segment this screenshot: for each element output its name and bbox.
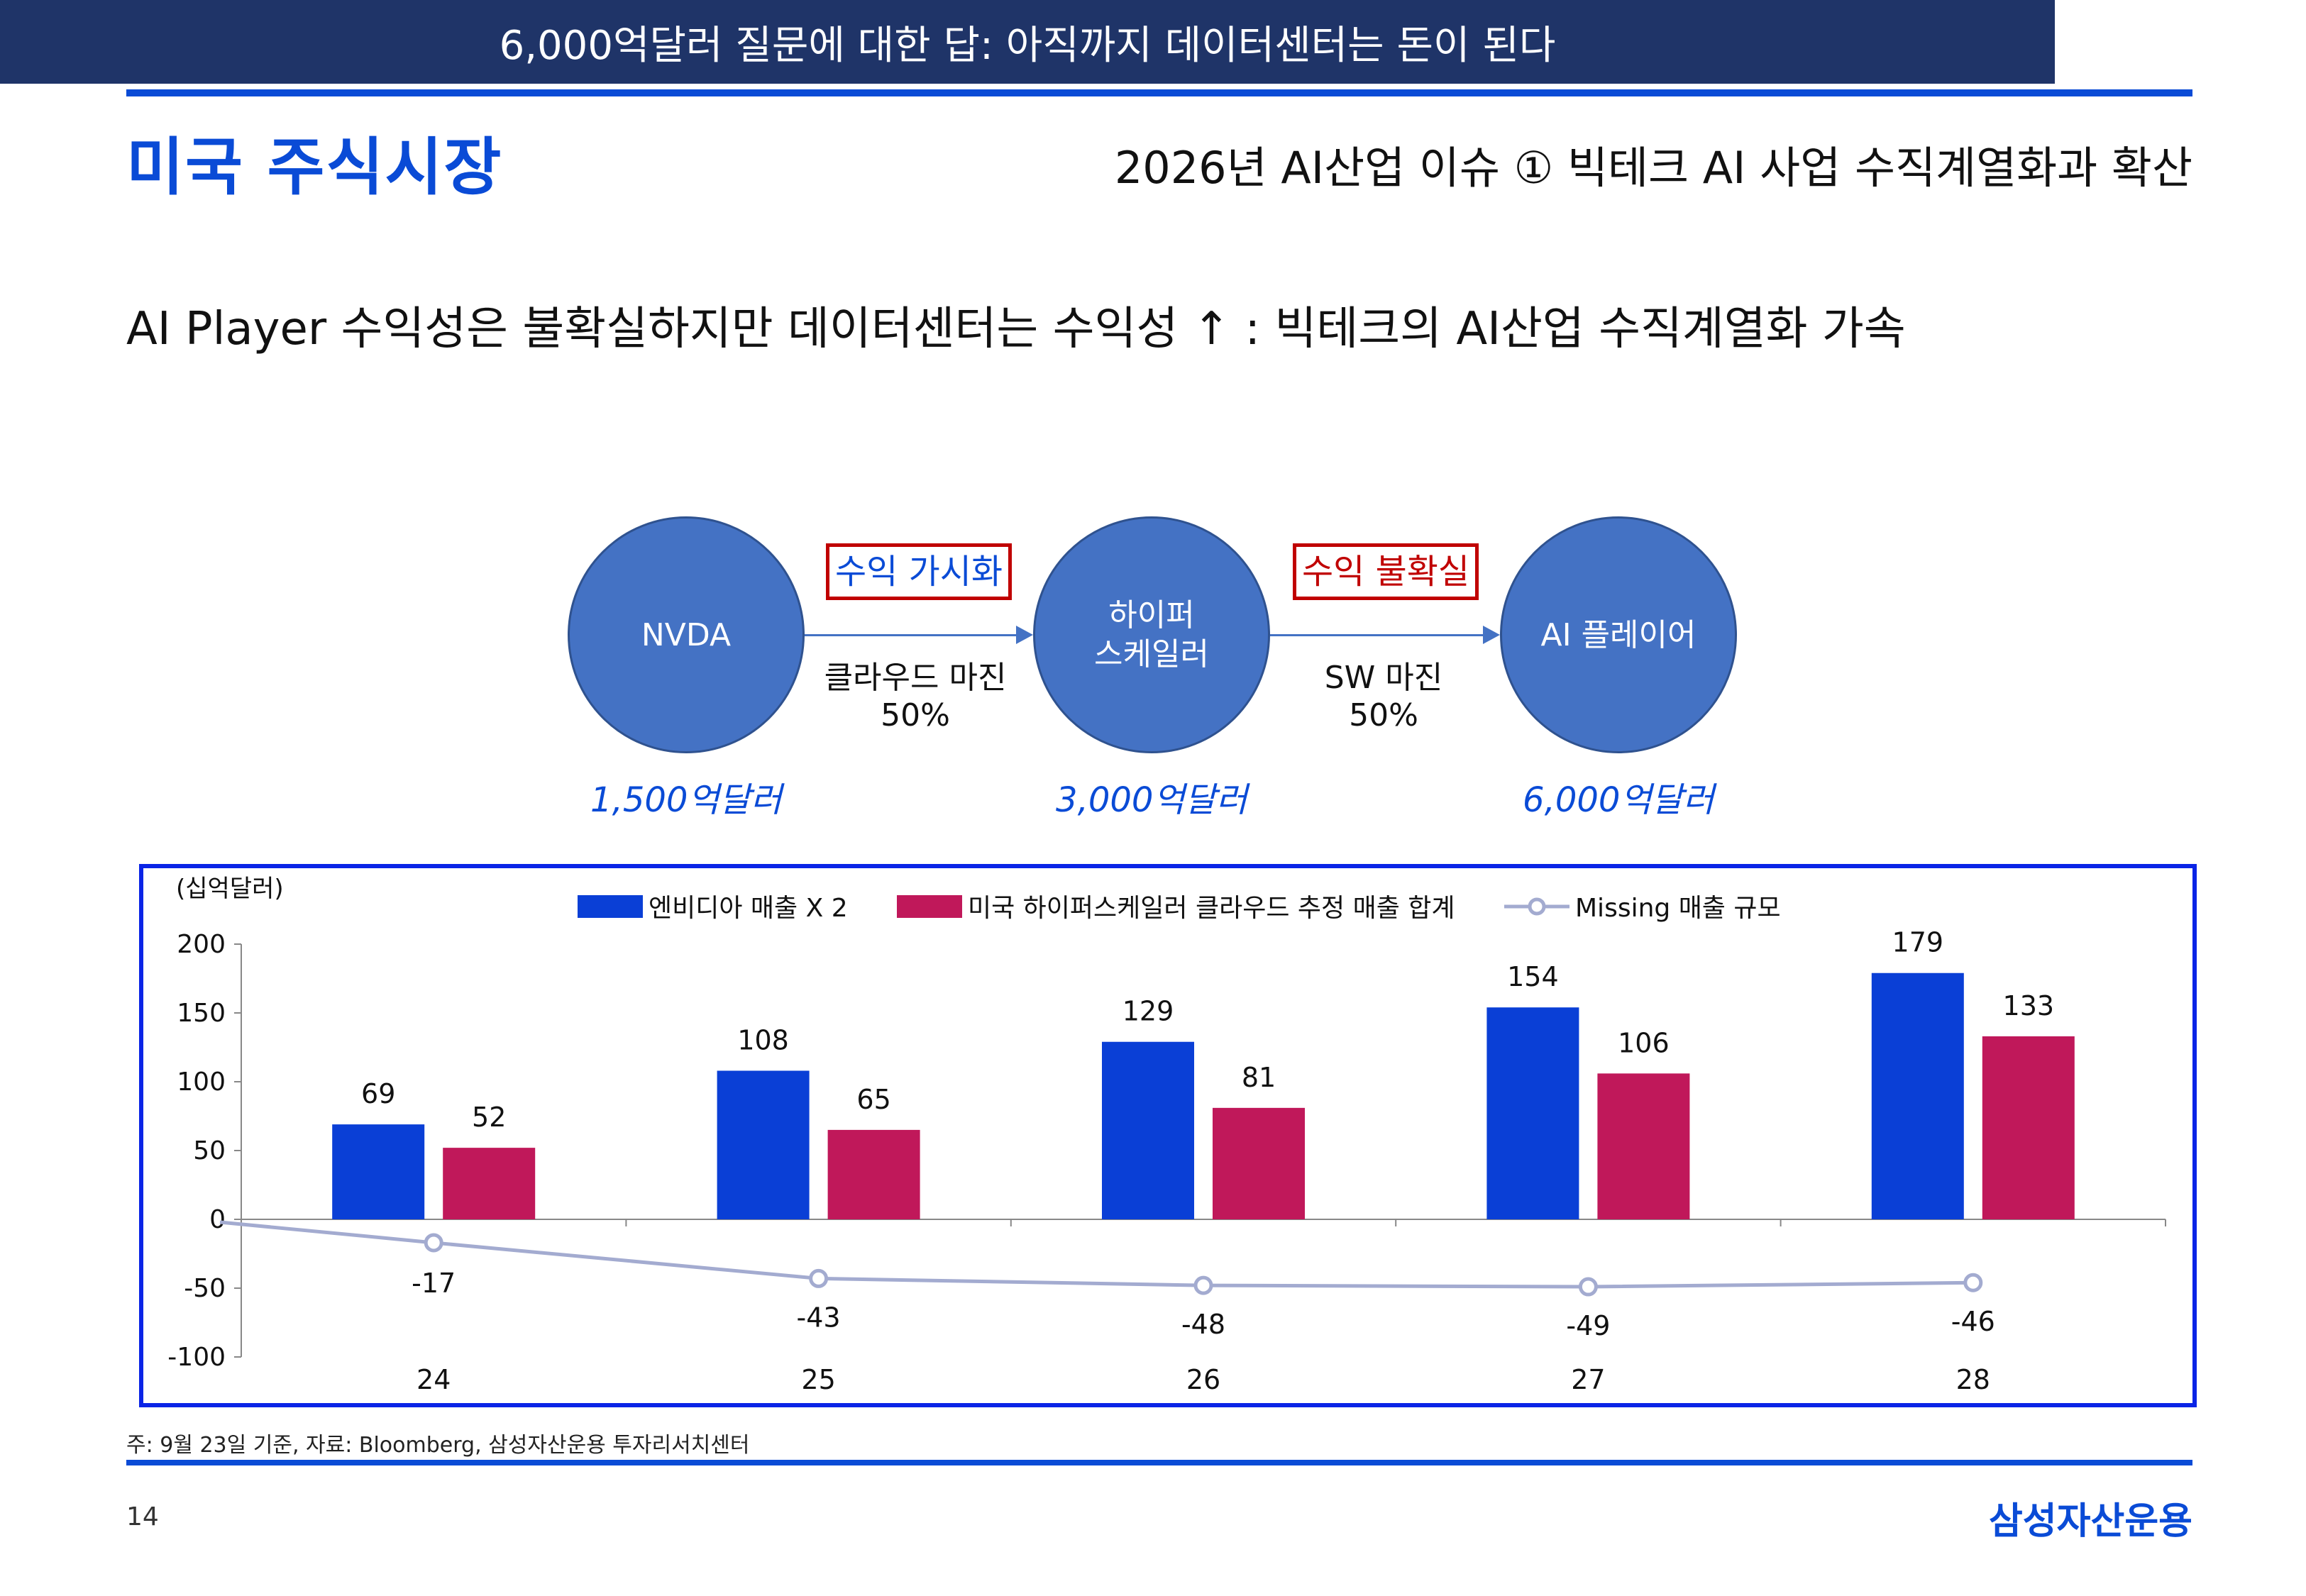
amount-nvda: 1,500억달러 xyxy=(590,780,782,820)
top-rule xyxy=(126,89,2192,96)
headline: AI Player 수익성은 불확실하지만 데이터센터는 수익성 ↑ : 빅테크… xyxy=(126,303,1906,355)
tag-text: 수익 불확실 xyxy=(1302,552,1470,592)
page-number: 14 xyxy=(126,1502,159,1531)
flow-arrow-1 xyxy=(805,634,1017,636)
bar xyxy=(1597,1073,1690,1219)
legend-label: 엔비디아 매출 X 2 xyxy=(649,894,848,923)
line-point xyxy=(809,1268,829,1288)
flow-arrowhead-1 xyxy=(1016,626,1033,644)
data-label: 106 xyxy=(1618,1027,1670,1058)
data-label: 65 xyxy=(856,1084,890,1115)
amount-hyperscaler: 3,000억달러 xyxy=(1056,780,1247,820)
tag-text: 수익 가시화 xyxy=(835,552,1003,592)
line-data-label: -43 xyxy=(797,1302,841,1333)
legend-swatch xyxy=(578,895,643,918)
data-label: 129 xyxy=(1122,996,1174,1027)
line-point xyxy=(1578,1277,1598,1297)
line-data-label: -49 xyxy=(1566,1310,1610,1341)
x-tick-label: 28 xyxy=(1956,1364,1990,1395)
legend-marker xyxy=(1528,897,1546,916)
chart-frame: (십억달러) 200 150 100 50 0 -50 -100 24 25 26 27 28 69 108… xyxy=(139,864,2197,1407)
topic-title: 2026년 AI산업 이슈 ① 빅테크 AI 사업 수직계열화과 확산 xyxy=(1114,142,2192,194)
legend-label: Missing 매출 규모 xyxy=(1575,894,1781,923)
brand-logo: 삼성자산운용 xyxy=(1988,1500,2192,1543)
legend-label: 미국 하이퍼스케일러 클라우드 추정 매출 합계 xyxy=(968,894,1455,923)
flow-arrow-2 xyxy=(1270,634,1484,636)
margin-value: 50% xyxy=(881,697,950,733)
y-tick-label: 200 xyxy=(177,930,226,959)
bottom-rule xyxy=(126,1460,2192,1465)
bar xyxy=(1982,1036,2075,1219)
line-point xyxy=(1963,1273,1983,1292)
y-tick-label: 0 xyxy=(209,1205,226,1234)
footnote: 주: 9월 23일 기준, 자료: Bloomberg, 삼성자산운용 투자리서… xyxy=(126,1433,750,1458)
unit-label: (십억달러) xyxy=(176,875,284,903)
banner: 6,000억달러 질문에 대한 답: 아직까지 데이터센터는 돈이 된다 xyxy=(0,0,2055,84)
bar xyxy=(443,1148,536,1219)
flow-node-label: AI 플레이어 xyxy=(1540,616,1697,653)
flow-arrowhead-2 xyxy=(1483,626,1500,644)
margin-value: 50% xyxy=(1349,697,1418,733)
flow-node-nvda: NVDA xyxy=(568,516,805,753)
margin-name: SW 마진 xyxy=(1324,660,1443,696)
data-label: 108 xyxy=(737,1024,789,1055)
flow-node-label: 하이퍼 스케일러 xyxy=(1094,597,1209,672)
line-data-label: -17 xyxy=(412,1268,456,1299)
bar xyxy=(827,1129,920,1219)
y-tick-label: 50 xyxy=(193,1136,226,1165)
tag-visible-profit: 수익 가시화 xyxy=(826,543,1013,600)
margin-name: 클라우드 마진 xyxy=(824,660,1007,696)
x-tick-label: 27 xyxy=(1571,1364,1605,1395)
x-tick-label: 24 xyxy=(416,1364,451,1395)
bar xyxy=(1102,1041,1194,1219)
flow-node-label: NVDA xyxy=(641,616,732,653)
data-label: 52 xyxy=(472,1102,506,1133)
sw-margin-label: SW 마진 50% xyxy=(1277,660,1490,735)
bar xyxy=(332,1124,425,1219)
data-label: 154 xyxy=(1507,961,1559,992)
line-data-label: -48 xyxy=(1181,1309,1225,1340)
bar xyxy=(1213,1107,1305,1219)
page-title: 미국 주식시장 xyxy=(126,131,503,204)
legend-swatch xyxy=(897,895,962,918)
x-tick-label: 25 xyxy=(801,1364,835,1395)
data-label: 81 xyxy=(1242,1062,1276,1093)
line-point xyxy=(424,1233,443,1253)
y-tick-label: -100 xyxy=(167,1343,226,1372)
bar xyxy=(1871,972,1964,1219)
tag-uncertain-profit: 수익 불확실 xyxy=(1293,543,1479,600)
bar xyxy=(717,1070,810,1219)
flow-node-hyperscaler: 하이퍼 스케일러 xyxy=(1033,516,1270,753)
data-label: 133 xyxy=(2003,990,2055,1021)
y-tick-label: 150 xyxy=(177,999,226,1028)
revenue-chart: (십억달러) 200 150 100 50 0 -50 -100 24 25 26 27 28 69 108… xyxy=(167,875,2166,1395)
data-label: 179 xyxy=(1892,927,1944,958)
cloud-margin-label: 클라우드 마진 50% xyxy=(809,660,1022,735)
line-point xyxy=(1193,1275,1213,1295)
amount-ai-player: 6,000억달러 xyxy=(1523,780,1714,820)
x-tick-label: 26 xyxy=(1186,1364,1220,1395)
y-tick-label: -50 xyxy=(184,1274,226,1303)
data-label: 69 xyxy=(361,1078,395,1109)
line-data-label: -46 xyxy=(1951,1306,1995,1337)
missing-line xyxy=(219,1220,1973,1289)
banner-text: 6,000억달러 질문에 대한 답: 아직까지 데이터센터는 돈이 된다 xyxy=(499,22,1556,69)
bar xyxy=(1486,1007,1579,1219)
flow-node-ai-player: AI 플레이어 xyxy=(1500,516,1737,753)
y-tick-label: 100 xyxy=(177,1068,226,1097)
